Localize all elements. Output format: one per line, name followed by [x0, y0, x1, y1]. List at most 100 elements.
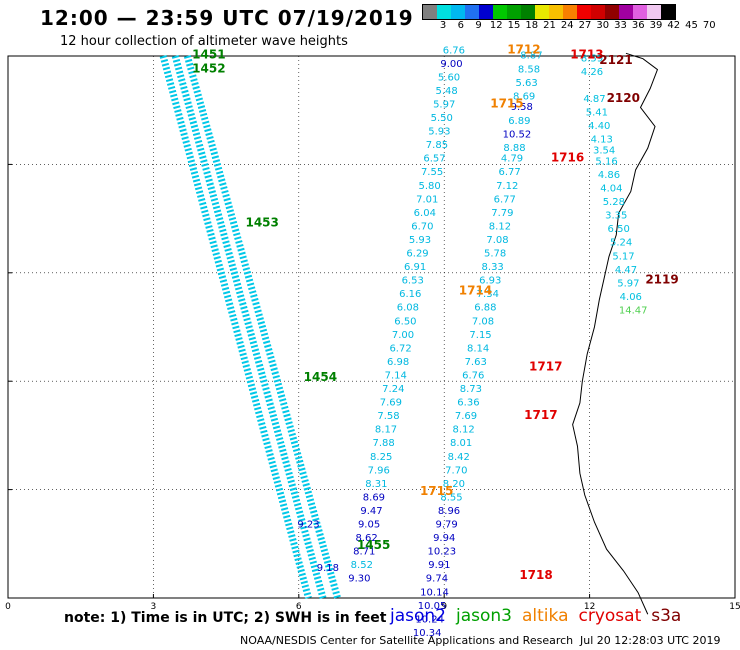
x-tick-label: 15 [729, 602, 740, 612]
track-b-reading: 7.15 [469, 330, 491, 341]
track-b-reading: 8.20 [443, 479, 465, 490]
track-b-reading: 8.14 [467, 343, 489, 354]
map-subtitle: 12 hour collection of altimeter wave hei… [60, 34, 348, 49]
legend-swatch [605, 5, 619, 19]
track-b-reading: 5.78 [484, 249, 506, 260]
track-c-reading: 5.24 [610, 238, 632, 249]
track-a-reading: 7.14 [385, 370, 407, 381]
track-a-reading: 5.60 [438, 72, 460, 83]
track-c-reading: 5.97 [617, 278, 639, 289]
track-a-reading: 9.05 [358, 520, 380, 531]
west-satellite-pass [171, 55, 327, 599]
track-a-reading: 9.00 [440, 59, 462, 70]
map-frame [7, 55, 736, 599]
legend-swatch [563, 5, 577, 19]
track-a-reading: 6.57 [423, 154, 445, 165]
pass-time-label: 1716 [551, 151, 584, 165]
track-a-reading: 6.53 [402, 276, 424, 287]
track-c-reading: 4.40 [588, 121, 610, 132]
track-a-reading: 5.50 [431, 113, 453, 124]
legend-label: 21 [543, 20, 556, 31]
track-c-reading: 4.86 [598, 170, 620, 181]
track-b-reading: 6.76 [462, 370, 484, 381]
track-a-reading: 5.93 [428, 127, 450, 138]
legend-swatch [647, 5, 661, 19]
footnote: note: 1) Time is in UTC; 2) SWH is in fe… [64, 610, 387, 626]
map-title: 12:00 — 23:59 UTC 07/19/2019 [40, 6, 414, 30]
track-c-reading: 4.13 [591, 135, 613, 146]
legend-swatch [633, 5, 647, 19]
legend-label: 12 [489, 20, 503, 31]
legend-label: 33 [614, 20, 627, 31]
track-a-reading: 6.72 [389, 343, 411, 354]
legend-label: 27 [578, 20, 592, 31]
legend-swatch [423, 5, 437, 19]
coastline [572, 52, 659, 615]
track-b-reading: 9.58 [511, 102, 533, 113]
legend-label: 6 [457, 20, 464, 31]
track-b-reading: 10.14 [420, 587, 449, 598]
track-b-reading: 8.96 [438, 506, 460, 517]
pass-time-label: 1455 [357, 538, 390, 552]
track-b-reading: 7.70 [445, 465, 467, 476]
track-b-reading: 8.87 [520, 51, 542, 62]
legend-swatch [437, 5, 451, 19]
legend-swatch [493, 5, 507, 19]
satellite-cryosat: cryosat [578, 606, 642, 626]
track-b-reading: 8.55 [440, 492, 462, 503]
track-a-reading: 8.52 [351, 560, 373, 571]
pass-time-label: 1717 [529, 359, 562, 373]
track-b-reading: 6.77 [494, 194, 516, 205]
track-c-reading: 4.04 [600, 184, 622, 195]
track-a-reading: 8.25 [370, 452, 392, 463]
track-c-reading: 4.87 [583, 94, 605, 105]
track-c-reading: 5.28 [603, 197, 625, 208]
legend-swatch [661, 5, 675, 19]
legend-swatch [451, 5, 465, 19]
track-b-reading: 8.12 [489, 221, 511, 232]
track-b-reading: 8.42 [448, 452, 470, 463]
track-a-reading: 7.00 [392, 330, 414, 341]
track-b-reading: 9.91 [428, 560, 450, 571]
track-a-reading: 7.01 [416, 194, 438, 205]
x-tick-label: 0 [5, 602, 11, 612]
track-b-reading: 6.36 [457, 398, 479, 409]
track-a-reading: 7.24 [382, 384, 404, 395]
track-c-reading: 6.50 [608, 224, 630, 235]
pass-time-label: 1712 [507, 42, 540, 56]
track-b-reading: 8.33 [482, 262, 504, 273]
legend-swatch [507, 5, 521, 19]
pass-time-label: 1718 [519, 568, 552, 582]
track-b-reading: 8.12 [452, 425, 474, 436]
x-tick-label: 12 [584, 602, 595, 612]
track-b-reading: 6.89 [508, 116, 530, 127]
x-tick-label: 3 [151, 602, 157, 612]
track-a-reading: 5.97 [433, 99, 455, 110]
x-tick-label: 9 [441, 602, 447, 612]
generated-timestamp: Jul 20 12:28:03 UTC 2019 [580, 634, 721, 647]
track-a-reading: 7.96 [368, 465, 390, 476]
track-c-reading: 4.26 [581, 67, 603, 78]
track-b-reading: 8.01 [450, 438, 472, 449]
pass-time-label: 1454 [304, 370, 337, 384]
legend-label: 18 [525, 20, 539, 31]
satellite-s3a: s3a [651, 606, 682, 626]
legend-label: 24 [560, 20, 574, 31]
pass-time-label: 1715 [490, 96, 523, 110]
track-c-reading: 4.47 [615, 265, 637, 276]
legend-swatch [479, 5, 493, 19]
track-a-reading: 7.58 [377, 411, 399, 422]
track-b-reading: 10.23 [427, 547, 456, 558]
track-b-reading: 7.69 [455, 411, 477, 422]
track-b-reading: 10.05 [418, 601, 447, 612]
track-c-reading: 8.59 [581, 53, 603, 64]
x-tick-label: 6 [296, 602, 302, 612]
track-b-reading: 8.58 [518, 64, 540, 75]
track-c-reading: 14.47 [619, 305, 648, 316]
west-pass-reading: 9.23 [297, 520, 319, 531]
legend-label: 42 [667, 20, 681, 31]
color-scale-bar [422, 4, 676, 20]
track-a-reading: 6.91 [404, 262, 426, 273]
